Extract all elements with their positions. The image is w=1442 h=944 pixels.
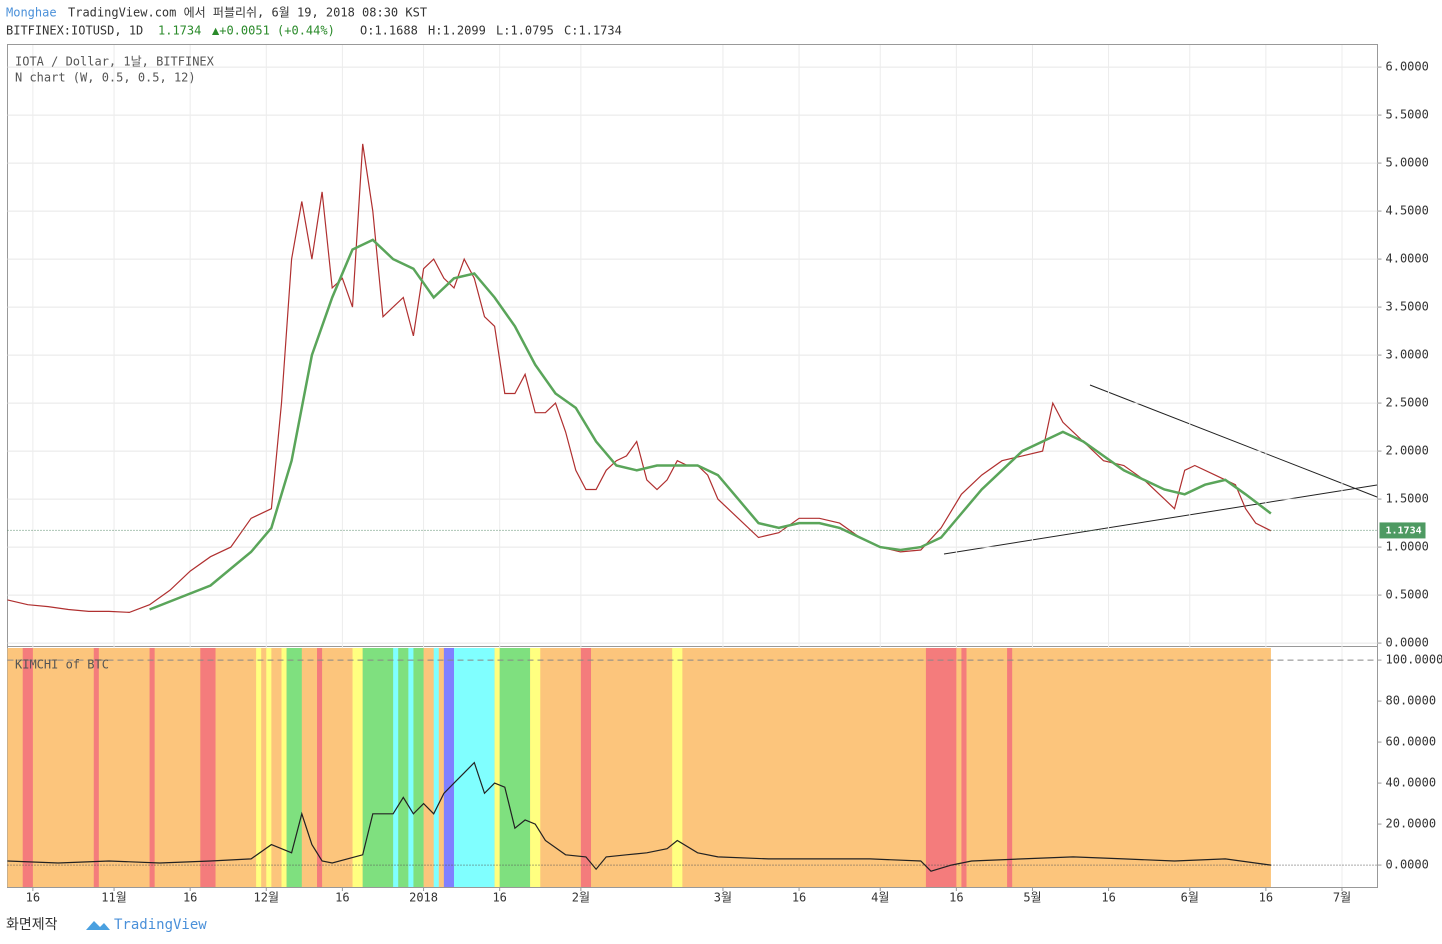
x-tick-label: 3월 <box>714 891 732 905</box>
x-tick-label: 6월 <box>1181 891 1199 905</box>
band <box>925 648 957 887</box>
y-tick-label: 4.5000 <box>1386 204 1429 218</box>
x-tick-label: 7월 <box>1333 891 1351 905</box>
y-tick-label: 3.0000 <box>1386 348 1429 362</box>
band <box>149 648 155 887</box>
author: Monghae <box>6 6 57 20</box>
band <box>22 648 33 887</box>
published: TradingView.com 에서 퍼블리쉬, 6월 19, 2018 08:… <box>68 6 427 20</box>
band <box>93 648 99 887</box>
y-tick-label: 6.0000 <box>1386 60 1429 74</box>
y-tick-label: 5.0000 <box>1386 156 1429 170</box>
x-tick-label: 16 <box>949 891 963 905</box>
indicator-background <box>7 648 1271 887</box>
band <box>393 648 399 887</box>
logo <box>86 921 110 930</box>
y-tick-label: 0.5000 <box>1386 588 1429 602</box>
change: ▲+0.0051 (+0.44%) <box>212 24 335 38</box>
series-line <box>7 761 1271 872</box>
y-tick-label: 60.0000 <box>1386 735 1437 749</box>
y-tick-label: 2.0000 <box>1386 444 1429 458</box>
last-price-box <box>1379 522 1426 539</box>
ohlc: L:1.0795 <box>496 24 554 38</box>
x-tick-label: 16 <box>1259 891 1273 905</box>
band <box>672 648 683 887</box>
band <box>1007 648 1013 887</box>
y-tick-label: 1.0000 <box>1386 540 1429 554</box>
series-line <box>149 238 1272 611</box>
band <box>580 648 592 887</box>
band <box>443 648 455 887</box>
y-tick-label: 0.0000 <box>1386 858 1429 872</box>
band <box>408 648 414 887</box>
x-tick-label: 16 <box>183 891 197 905</box>
legend: KIMCHI of BTC <box>15 658 109 672</box>
x-tick-label: 16 <box>492 891 506 905</box>
x-tick-label: 16 <box>26 891 40 905</box>
y-tick-label: 1.5000 <box>1386 492 1429 506</box>
x-tick-label: 16 <box>335 891 349 905</box>
x-tick-label: 16 <box>792 891 806 905</box>
trend-line <box>1089 384 1378 498</box>
x-tick-label: 16 <box>1101 891 1115 905</box>
last: 1.1734 <box>158 24 201 38</box>
band <box>256 648 262 887</box>
band <box>494 648 500 887</box>
y-tick-label: 100.0000 <box>1386 653 1442 667</box>
x-tick-label: 2018 <box>409 891 438 905</box>
x-tick-label: 12월 <box>254 891 280 905</box>
series-line <box>7 143 1272 614</box>
y-tick-label: 4.0000 <box>1386 252 1429 266</box>
band <box>530 648 541 887</box>
x-tick-label: 2월 <box>572 891 590 905</box>
x-tick-label: 4월 <box>871 891 889 905</box>
frame <box>7 44 1378 888</box>
legend: IOTA / Dollar, 1날, BITFINEX <box>15 55 215 69</box>
credit: 화면제작 <box>6 917 58 933</box>
x-tick-label: 11월 <box>101 891 127 905</box>
y-tick-label: 20.0000 <box>1386 817 1437 831</box>
ohlc: C:1.1734 <box>564 24 622 38</box>
legend: N chart (W, 0.5, 0.5, 12) <box>15 71 196 85</box>
ohlc: H:1.2099 <box>428 24 486 38</box>
symbol: BITFINEX:IOTUSD, 1D <box>6 24 143 38</box>
brand: TradingView <box>114 917 207 933</box>
last-price-label: 1.1734 <box>1386 525 1422 536</box>
band <box>433 648 439 887</box>
y-tick-label: 0.0000 <box>1386 636 1429 650</box>
ohlc: O:1.1688 <box>360 24 418 38</box>
y-tick-label: 80.0000 <box>1386 694 1437 708</box>
band <box>200 648 216 887</box>
trend-line <box>943 484 1378 555</box>
y-tick-label: 5.5000 <box>1386 108 1429 122</box>
band <box>352 648 363 887</box>
band <box>317 648 323 887</box>
x-tick-label: 5월 <box>1023 891 1041 905</box>
band <box>499 648 531 887</box>
band <box>281 648 287 887</box>
band <box>961 648 967 887</box>
y-tick-label: 2.5000 <box>1386 396 1429 410</box>
band <box>454 648 495 887</box>
band <box>266 648 272 887</box>
y-tick-label: 3.5000 <box>1386 300 1429 314</box>
y-tick-label: 40.0000 <box>1386 776 1437 790</box>
